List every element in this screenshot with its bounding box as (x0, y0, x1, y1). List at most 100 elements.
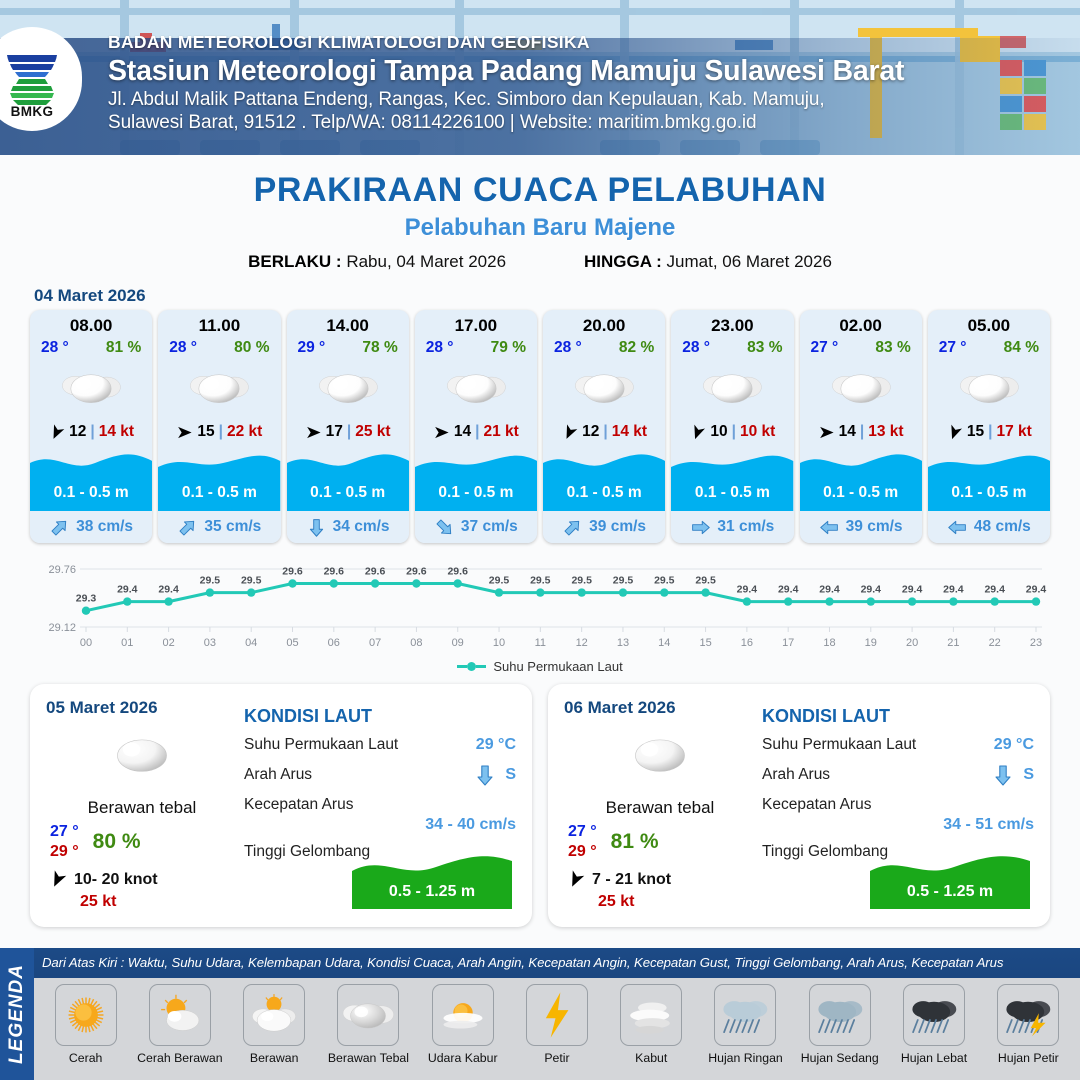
wave-height-row: Tinggi Gelombang (244, 843, 516, 861)
sst-chart-svg: 29.76 29.12 29.3 00 29.4 01 29.4 02 29.5 03 29.5 04… (48, 564, 1046, 649)
bmkg-logo-icon (7, 47, 57, 105)
current-direction-arrow-icon (948, 520, 966, 534)
card-time: 08.00 (69, 316, 113, 335)
card-current-speed: 39 cm/s (845, 518, 903, 535)
card-weather-icon (287, 357, 409, 417)
card-wind: 15 | 22 kt (158, 417, 280, 447)
wind-direction-arrow-icon (435, 426, 449, 438)
card-wind: 12 | 14 kt (543, 417, 665, 447)
svg-text:29.6: 29.6 (282, 566, 303, 578)
card-wave-block: 0.1 - 0.5 m (671, 447, 794, 511)
card-wind-separator: | (475, 423, 480, 440)
title-block: PRAKIRAAN CUACA PELABUHAN Pelabuhan Baru… (0, 155, 1080, 272)
panel-temp-humidity: 27 ° 29 ° 80 % (46, 822, 238, 862)
svg-text:29.6: 29.6 (324, 566, 345, 578)
wind-direction-arrow-icon (53, 423, 65, 439)
card-time: 02.00 (839, 316, 882, 335)
card-gust: 14 kt (98, 423, 135, 440)
wave-shape (543, 454, 666, 511)
card-humidity: 82 % (618, 339, 655, 356)
current-speed-label: Kecepatan Arus (244, 796, 354, 813)
card-wind-separator: | (859, 423, 865, 440)
header-banner: BMKG BADAN METEOROLOGI KLIMATOLOGI DAN G… (0, 0, 1080, 155)
current-direction-value-wrap: S (991, 763, 1034, 787)
hujan-petir-icon (997, 984, 1060, 1046)
card-weather-icon (928, 357, 1050, 417)
current-direction-row: Arah Arus S (244, 763, 516, 787)
wind-direction-arrow-icon (566, 423, 578, 439)
card-current: 34 cm/s (286, 511, 409, 543)
berawan-tebal-icon (337, 984, 400, 1046)
svg-text:00: 00 (80, 637, 92, 649)
card-current: 39 cm/s (543, 511, 666, 543)
address-line-1: Jl. Abdul Malik Pattana Endeng, Rangas, … (108, 89, 825, 110)
validity-row: BERLAKU : Rabu, 04 Maret 2026 HINGGA : J… (0, 252, 1080, 272)
hourly-card: 17.00 28 ° 79 % 14 | 21 kt 0.1 - 0.5 m (414, 310, 537, 543)
svg-text:10: 10 (493, 637, 505, 649)
wind-direction-arrow-icon (572, 870, 585, 887)
fog-shape (630, 1002, 671, 1034)
svg-text:29.5: 29.5 (571, 575, 592, 587)
svg-text:29.4: 29.4 (861, 584, 882, 596)
address-line-2: Sulawesi Barat, 91512 . Telp/WA: 0811422… (108, 112, 757, 133)
daily-panel: 06 Maret 2026 Berawan tebal 27 ° 29 ° 81… (548, 684, 1050, 927)
card-temp-humidity: 29 ° 78 % (287, 336, 409, 357)
card-humidity: 79 % (490, 339, 526, 356)
rain-cloud-shape (912, 1001, 957, 1034)
card-wind: 10 | 10 kt (671, 417, 793, 447)
panel-temp-max: 29 ° (568, 843, 597, 860)
card-wave-height: 0.1 - 0.5 m (181, 484, 257, 501)
panel-left: 05 Maret 2026 Berawan tebal 27 ° 29 ° 80… (46, 698, 238, 913)
card-temp-humidity: 27 ° 83 % (800, 336, 922, 357)
header-tint-overlay (0, 38, 1080, 155)
legend-item-label: Berawan Tebal (327, 1051, 409, 1065)
card-current-speed: 38 cm/s (76, 518, 134, 535)
page-title: PRAKIRAAN CUACA PELABUHAN (253, 171, 827, 209)
panel-humidity: 81 % (610, 830, 659, 853)
panel-right: KONDISI LAUT Suhu Permukaan Laut 29 °C A… (756, 698, 1034, 913)
panel-condition: Berawan tebal (605, 798, 715, 817)
card-current: 35 cm/s (158, 511, 281, 543)
wind-direction-arrow-icon (819, 426, 834, 438)
daily-panel: 05 Maret 2026 Berawan tebal 27 ° 29 ° 80… (30, 684, 532, 927)
hourly-card: 23.00 28 ° 83 % 10 | 10 kt 0.1 - 0.5 m (671, 310, 794, 543)
card-temperature: 27 ° (810, 339, 839, 356)
current-direction-arrow-icon (692, 520, 711, 534)
rain-cloud-shape (1006, 1001, 1051, 1037)
wind-direction-arrow-icon (178, 426, 192, 438)
legend-item: Hujan Sedang (794, 984, 885, 1065)
current-direction-value: S (505, 766, 516, 783)
hourly-card: 14.00 29 ° 78 % 17 | 25 kt 0.1 - 0.5 m (286, 310, 409, 543)
card-humidity: 83 % (747, 339, 783, 356)
wave-height-badge: 0.5 - 1.25 m (352, 853, 512, 909)
legend-side-tab: LEGENDA (0, 948, 34, 1080)
card-wind-speed: 12 (69, 423, 87, 440)
legend-item: Cerah (40, 984, 131, 1065)
wave-height-badge: 0.5 - 1.25 m (870, 853, 1030, 909)
card-current-speed: 37 cm/s (460, 518, 518, 535)
current-direction-row: Arah Arus S (762, 763, 1034, 787)
cloud-shape (117, 739, 167, 772)
card-gust: 13 kt (868, 423, 904, 440)
legend-strip: LEGENDA Dari Atas Kiri : Waktu, Suhu Uda… (0, 948, 1080, 1080)
svg-text:20: 20 (906, 637, 918, 649)
cloud-shape (635, 739, 685, 772)
svg-text:29.4: 29.4 (943, 584, 964, 596)
chart-legend-marker-icon (457, 662, 487, 671)
card-temp-humidity: 28 ° 83 % (671, 336, 793, 357)
svg-text:29.5: 29.5 (654, 575, 675, 587)
card-humidity: 78 % (362, 339, 398, 356)
card-wave-block: 0.1 - 0.5 m (158, 447, 281, 511)
panel-wind: 7 - 21 knot (564, 870, 756, 889)
sea-condition-title: KONDISI LAUT (762, 706, 890, 726)
svg-text:15: 15 (699, 637, 711, 649)
sst-value: 29 °C (475, 736, 516, 753)
agency-name: BADAN METEOROLOGI KLIMATOLOGI DAN GEOFIS… (108, 32, 590, 52)
card-wind: 14 | 13 kt (800, 417, 922, 447)
card-time: 20.00 (582, 316, 626, 335)
udara-kabur-icon (431, 984, 494, 1046)
card-current: 38 cm/s (30, 511, 153, 543)
svg-text:11: 11 (535, 637, 546, 649)
card-gust: 10 kt (740, 423, 776, 440)
card-temperature: 28 ° (682, 339, 710, 356)
